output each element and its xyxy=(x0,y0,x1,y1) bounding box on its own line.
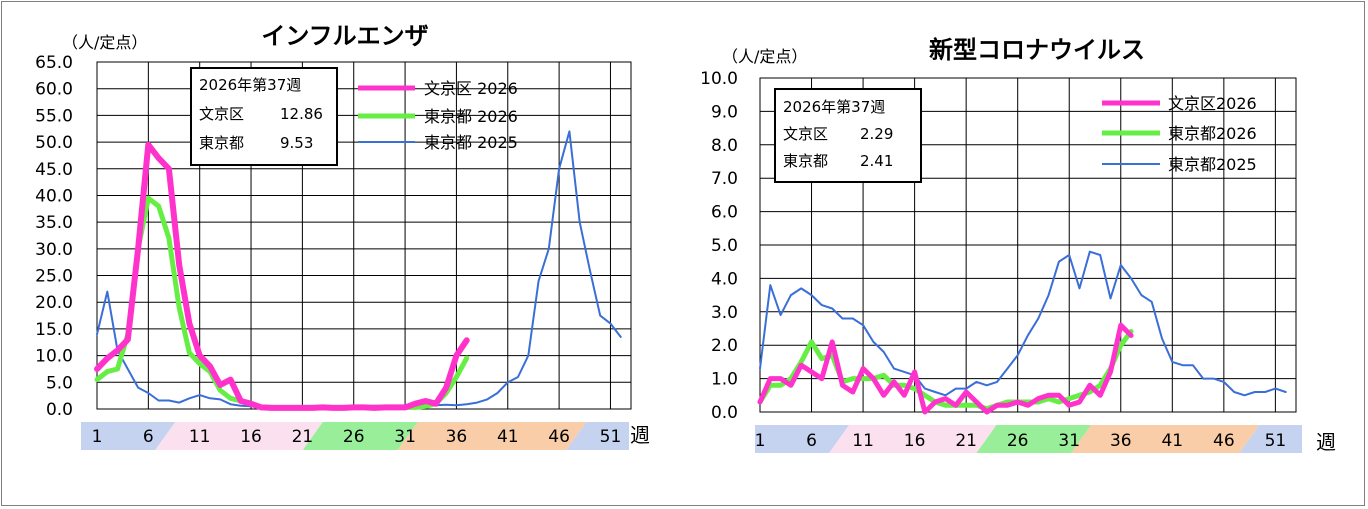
y-tick-label: 35.0 xyxy=(35,213,73,233)
y-tick-label: 0.0 xyxy=(711,403,738,423)
x-axis-label: 週 xyxy=(630,423,650,447)
x-tick-label: 21 xyxy=(955,431,977,451)
info-bunkyo-value: 2.29 xyxy=(860,125,893,143)
season-band xyxy=(566,422,629,450)
info-tokyo-label: 東京都 xyxy=(199,134,244,152)
season-band xyxy=(829,425,997,453)
x-tick-label: 6 xyxy=(806,431,817,451)
y-tick-label: 4.0 xyxy=(711,269,738,289)
y-tick-label: 3.0 xyxy=(711,303,738,323)
info-bunkyo-value: 12.86 xyxy=(280,105,323,123)
x-tick-label: 1 xyxy=(92,427,103,447)
chart-2: 新型コロナウイルス （人/定点） 0.0 1.0 2.0 3.0 4.0 5.0 6.0 7.0 8… xyxy=(700,36,1336,454)
y-tick-label: 7.0 xyxy=(711,169,738,189)
y-unit-label: （人/定点） xyxy=(62,33,147,52)
x-tick-label: 36 xyxy=(446,427,468,447)
x-tick-label: 51 xyxy=(600,427,622,447)
season-band xyxy=(397,422,587,450)
info-box xyxy=(774,88,922,183)
y-tick-label: 5.0 xyxy=(46,373,73,393)
legend-label: 東京都2025 xyxy=(1168,155,1257,174)
season-band xyxy=(1071,425,1260,453)
info-tokyo-label: 東京都 xyxy=(783,152,828,170)
x-axis-label: 週 xyxy=(1316,430,1336,454)
series-line xyxy=(94,141,470,411)
x-tick-label: 36 xyxy=(1110,431,1132,451)
legend-label: 東京都 2025 xyxy=(424,133,518,152)
x-tick-label: 26 xyxy=(1007,431,1029,451)
y-tick-label: 10.0 xyxy=(700,69,738,89)
chart-1: インフルエンザ （人/定点） 0.0 5.0 10.0 15.0 20.0 25.0 30.0 3… xyxy=(35,22,650,450)
y-tick-label: 50.0 xyxy=(35,133,73,153)
y-tick-label: 8.0 xyxy=(711,136,738,156)
x-tick-label: 31 xyxy=(394,427,416,447)
season-band xyxy=(755,425,850,453)
info-tokyo-value: 9.53 xyxy=(280,134,313,152)
x-tick-label: 11 xyxy=(852,431,874,451)
season-band xyxy=(81,422,176,450)
x-tick-label: 1 xyxy=(755,431,766,451)
x-tick-label: 26 xyxy=(343,427,365,447)
info-bunkyo-label: 文京区 xyxy=(783,125,828,143)
y-tick-label: 10.0 xyxy=(35,347,73,367)
info-week: 2026年第37週 xyxy=(783,98,885,116)
y-tick-label: 1.0 xyxy=(711,370,738,390)
x-tick-label: 11 xyxy=(189,427,211,447)
x-tick-label: 41 xyxy=(497,427,519,447)
y-tick-label: 2.0 xyxy=(711,336,738,356)
legend-label: 文京区2026 xyxy=(1168,94,1257,113)
y-tick-label: 0.0 xyxy=(46,400,73,420)
x-tick-label: 46 xyxy=(548,427,570,447)
x-tick-label: 51 xyxy=(1265,431,1287,451)
x-tick-label: 6 xyxy=(143,427,154,447)
y-tick-label: 45.0 xyxy=(35,160,73,180)
legend-label: 東京都 2026 xyxy=(424,107,518,126)
info-bunkyo-label: 文京区 xyxy=(199,105,244,123)
y-tick-label: 5.0 xyxy=(711,236,738,256)
plot-area xyxy=(96,61,632,410)
info-week: 2026年第37週 xyxy=(199,76,301,94)
y-tick-label: 15.0 xyxy=(35,320,73,340)
season-band xyxy=(976,425,1092,453)
season-band xyxy=(155,422,323,450)
y-tick-label: 9.0 xyxy=(711,102,738,122)
series-line xyxy=(759,250,1287,397)
y-tick-label: 6.0 xyxy=(711,203,738,223)
y-tick-label: 30.0 xyxy=(35,240,73,260)
x-tick-label: 31 xyxy=(1058,431,1080,451)
season-band xyxy=(1239,425,1302,453)
x-tick-label: 46 xyxy=(1213,431,1235,451)
y-tick-label: 65.0 xyxy=(35,53,73,73)
y-tick-label: 55.0 xyxy=(35,106,73,126)
chart-title: インフルエンザ xyxy=(261,22,428,50)
series-line xyxy=(757,329,1134,412)
series-line xyxy=(757,322,1134,415)
season-band xyxy=(302,422,418,450)
x-tick-label: 16 xyxy=(240,427,262,447)
info-tokyo-value: 2.41 xyxy=(860,152,893,170)
y-tick-label: 40.0 xyxy=(35,186,73,206)
y-tick-label: 20.0 xyxy=(35,293,73,313)
y-unit-label: （人/定点） xyxy=(722,47,807,66)
y-tick-label: 25.0 xyxy=(35,267,73,287)
info-box xyxy=(190,67,338,166)
chart-title: 新型コロナウイルス xyxy=(929,36,1145,64)
x-tick-label: 16 xyxy=(904,431,926,451)
x-tick-label: 21 xyxy=(292,427,314,447)
x-tick-label: 41 xyxy=(1161,431,1183,451)
legend-label: 文京区 2026 xyxy=(424,79,518,98)
legend-label: 東京都2026 xyxy=(1168,124,1257,143)
y-tick-label: 60.0 xyxy=(35,80,73,100)
